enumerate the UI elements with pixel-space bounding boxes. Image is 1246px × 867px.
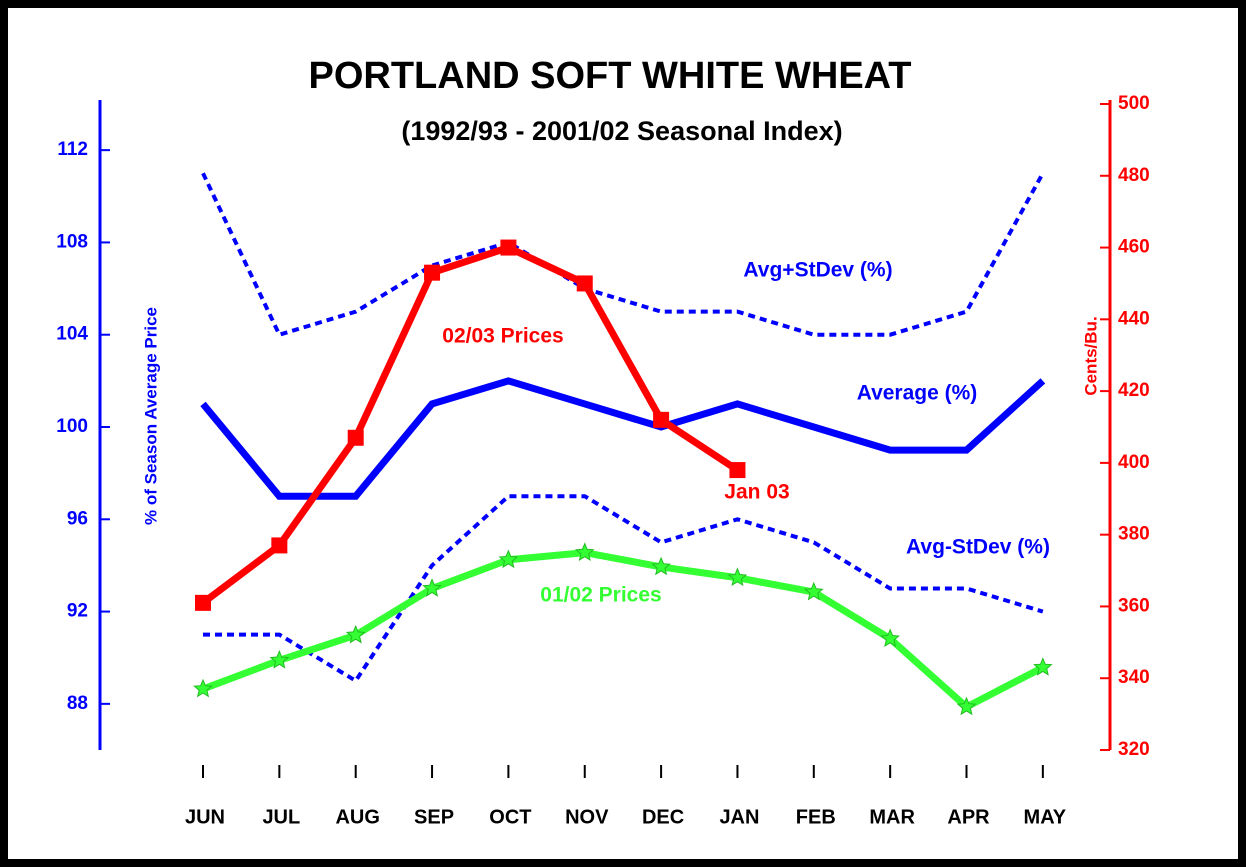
y-tick-label: 112: [57, 139, 88, 160]
series-label: 01/02 Prices: [540, 584, 661, 607]
annotation: Jan 03: [724, 481, 789, 504]
x-tick-label: DEC: [642, 806, 684, 828]
marker: [345, 624, 366, 644]
y2-tick-label: 360: [1118, 595, 1150, 616]
x-tick-label: APR: [947, 806, 990, 828]
x-tick-label: MAY: [1024, 806, 1067, 828]
y2-tick-label: 380: [1118, 524, 1150, 545]
marker: [727, 567, 748, 587]
x-tick-label: NOV: [565, 806, 609, 828]
series-label: Avg+StDev (%): [743, 259, 892, 282]
x-tick-label: AUG: [335, 806, 379, 828]
marker: [956, 696, 977, 716]
chart-subtitle: (1992/93 - 2001/02 Seasonal Index): [401, 116, 842, 146]
marker: [653, 411, 670, 428]
y2-tick-label: 320: [1118, 739, 1150, 760]
marker: [651, 556, 671, 576]
series-line: [200, 243, 740, 606]
chart-title: PORTLAND SOFT WHITE WHEAT: [308, 55, 911, 97]
marker: [500, 239, 517, 256]
y-tick-label: 104: [56, 324, 88, 345]
x-tick-label: FEB: [796, 806, 836, 828]
marker: [271, 537, 288, 554]
marker: [193, 678, 213, 698]
series-line: [201, 172, 1045, 338]
x-tick-label: JAN: [719, 806, 759, 828]
marker: [880, 628, 900, 648]
series-label: Average (%): [857, 382, 978, 405]
y2-tick-label: 340: [1118, 667, 1150, 688]
series-line: [200, 377, 1046, 500]
marker: [498, 549, 519, 569]
x-tick-label: OCT: [489, 806, 531, 828]
y2-tick-label: 420: [1118, 380, 1150, 401]
y-axis-label: % of Season Average Price: [141, 307, 160, 525]
x-tick-label: SEP: [414, 806, 454, 828]
marker: [195, 594, 211, 611]
y2-tick-label: 400: [1118, 452, 1150, 473]
x-tick-label: MAR: [869, 806, 915, 828]
y-tick-label: 108: [56, 231, 88, 252]
x-tick-label: JUN: [185, 806, 225, 828]
series-label: 02/03 Prices: [442, 325, 563, 348]
series-line: [203, 494, 1044, 684]
x-tick-label: JUL: [262, 806, 300, 828]
marker: [269, 649, 290, 669]
series-label: Avg-StDev (%): [906, 536, 1050, 559]
y-tick-label: 100: [56, 416, 88, 437]
y2-tick-label: 500: [1118, 93, 1150, 114]
marker: [347, 429, 364, 446]
y2-tick-label: 480: [1118, 165, 1150, 186]
marker: [574, 542, 595, 561]
marker: [729, 462, 746, 479]
series-line: [201, 549, 1045, 712]
y-tick-label: 96: [67, 508, 88, 529]
marker: [803, 581, 824, 601]
y-tick-label: 88: [67, 693, 88, 714]
y2-tick-label: 460: [1118, 237, 1150, 258]
y-tick-label: 92: [67, 601, 88, 622]
marker: [422, 578, 442, 597]
marker: [424, 264, 441, 281]
marker: [576, 275, 593, 292]
y2-axis-label: Cents/Bu.: [1081, 316, 1100, 395]
y2-tick-label: 440: [1118, 308, 1150, 329]
marker: [1033, 657, 1053, 676]
